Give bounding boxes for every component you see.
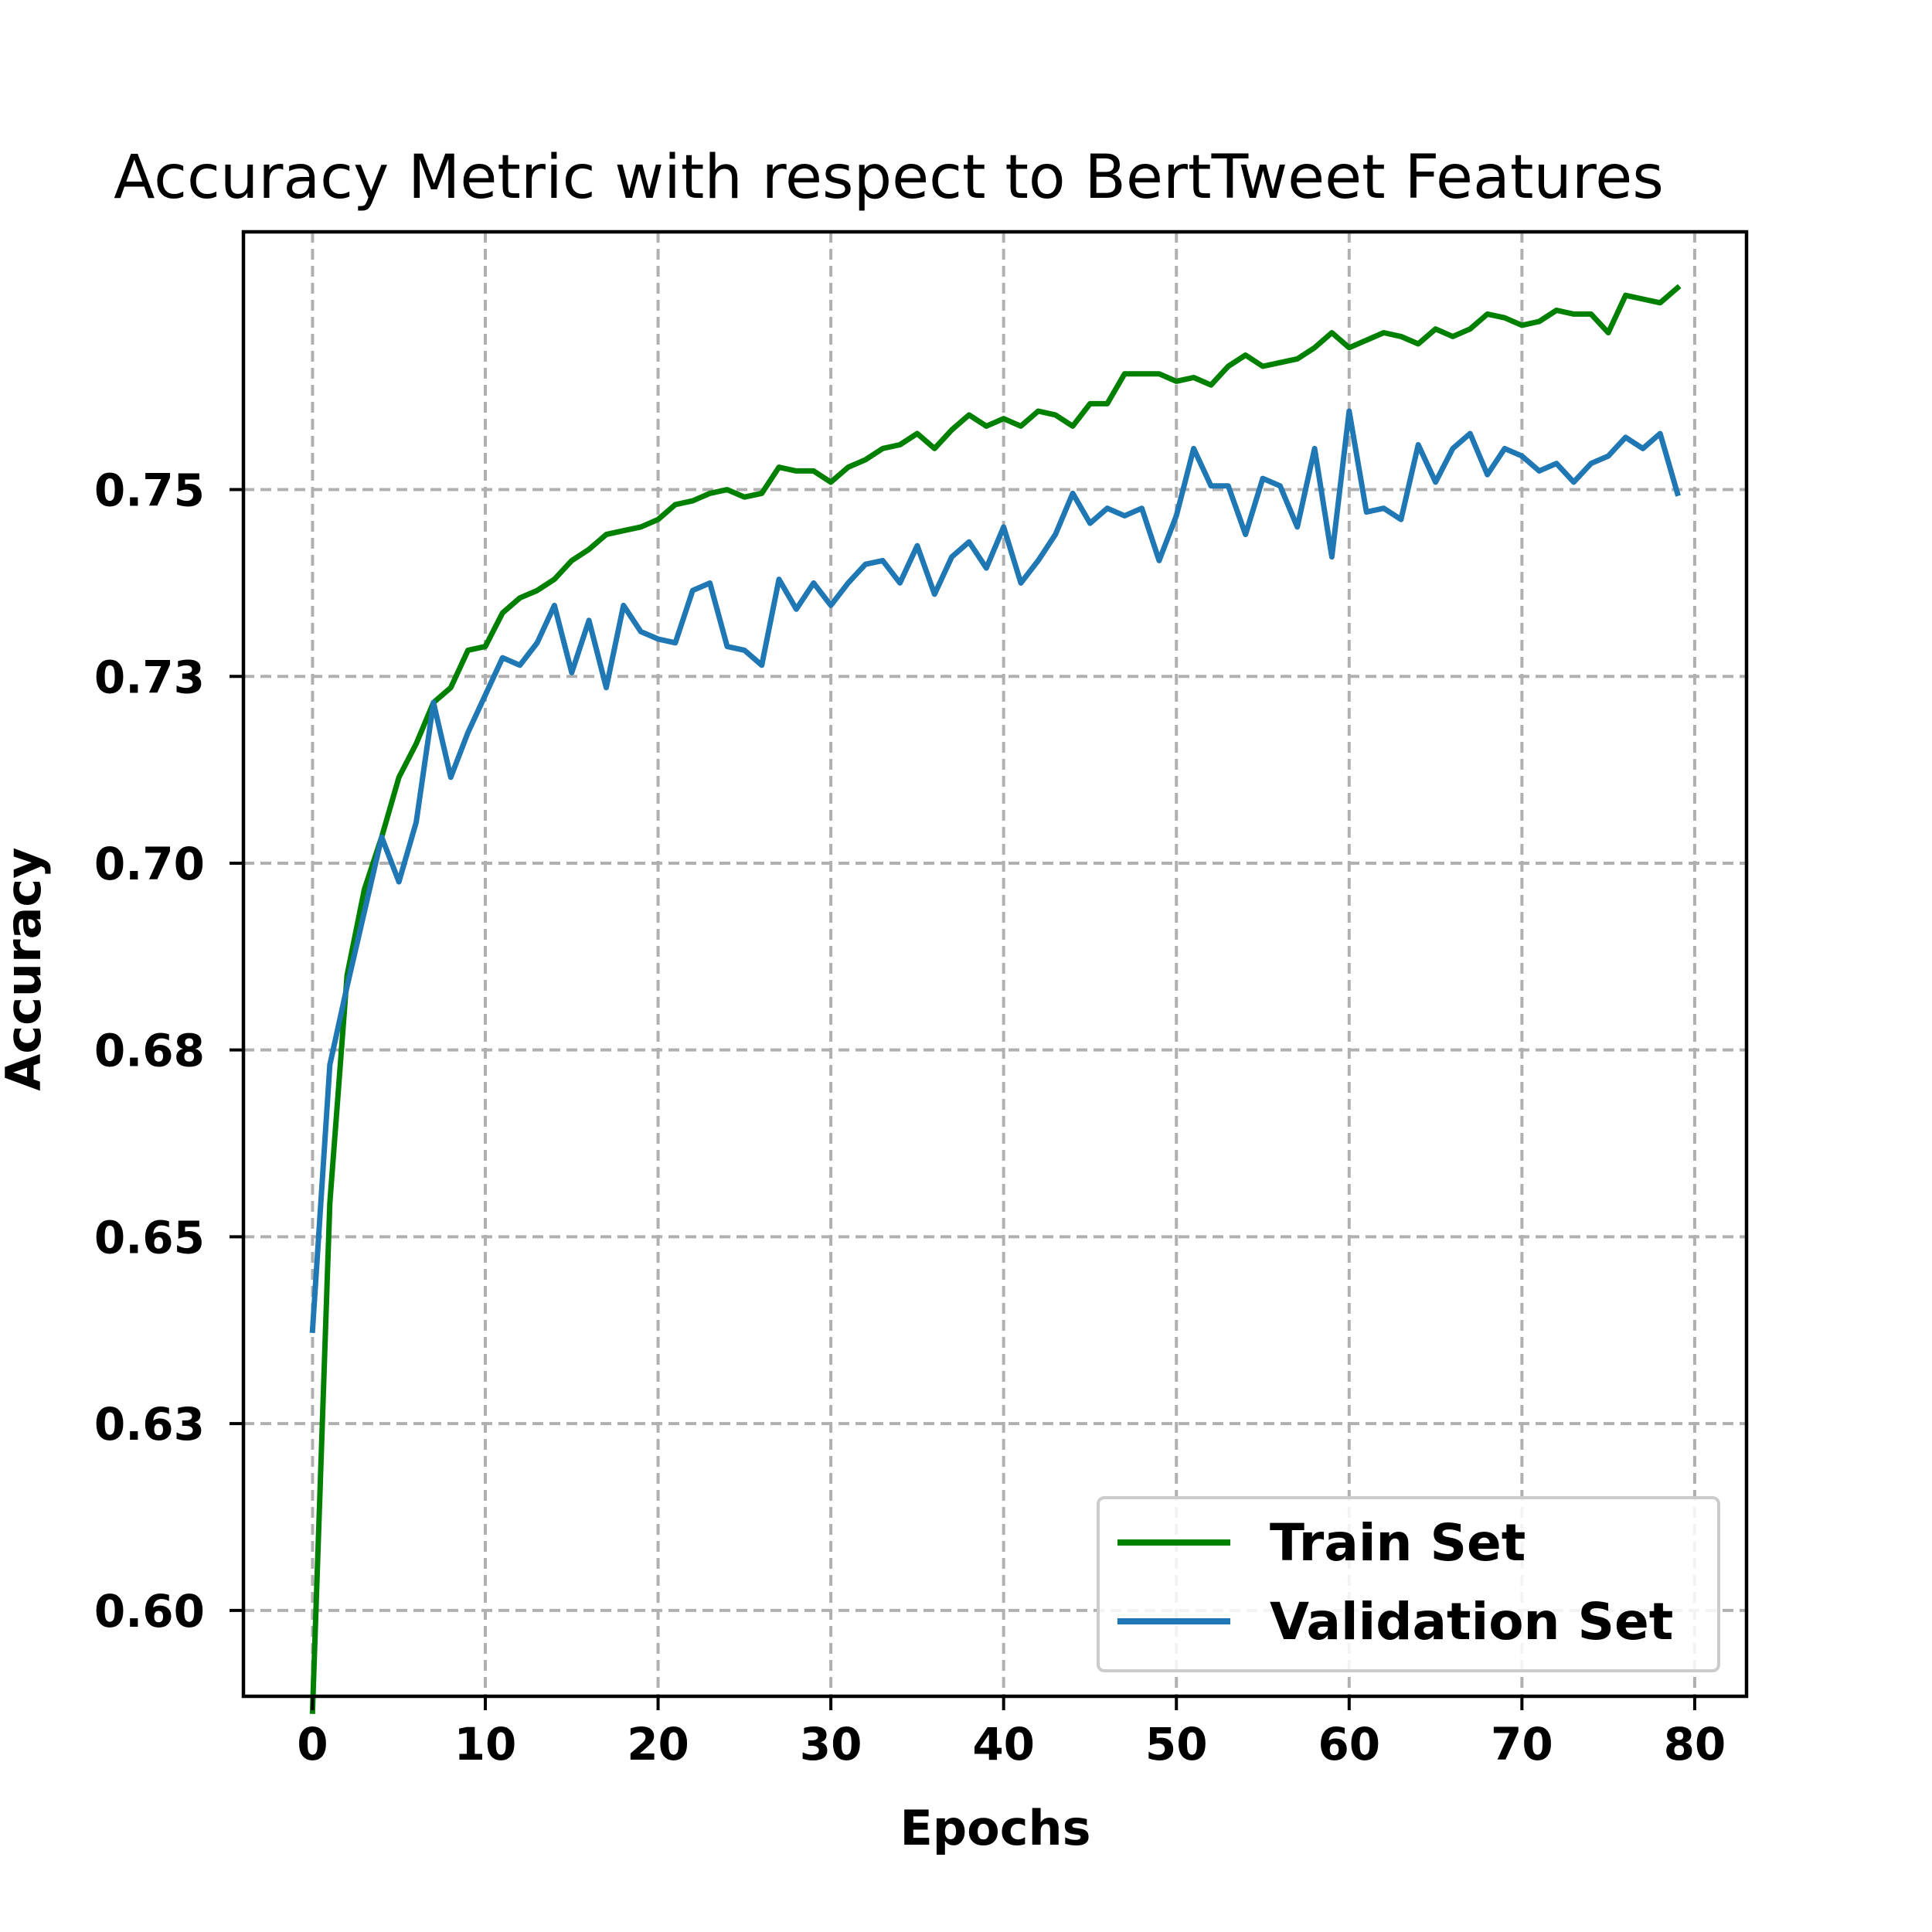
legend-label-train: Train Set (1270, 1513, 1526, 1573)
y-tick-label: 0.73 (94, 651, 205, 703)
y-tick-label: 0.63 (94, 1398, 205, 1451)
legend: Train Set Validation Set (1097, 1496, 1720, 1672)
x-tick-label: 20 (627, 1718, 689, 1770)
plot-frame (241, 230, 1749, 1699)
x-tick-label: 60 (1318, 1718, 1380, 1770)
x-tick-label: 50 (1145, 1718, 1208, 1770)
x-axis-label: Epochs (900, 1800, 1090, 1856)
validation-set-line (309, 408, 1681, 1334)
y-tick-label: 0.70 (94, 838, 205, 890)
x-axis-ticks: 0 10 20 30 40 50 60 70 80 (297, 1696, 1726, 1770)
series-lines (309, 284, 1682, 1714)
legend-box (1097, 1496, 1720, 1672)
x-tick-label: 10 (454, 1718, 517, 1770)
x-tick-label: 0 (297, 1718, 328, 1770)
train-set-line (309, 284, 1682, 1714)
y-axis-label: Accuracy (0, 847, 52, 1090)
chart-title: Accuracy Metric with respect to BertTwee… (114, 143, 1664, 213)
x-tick-label: 30 (800, 1718, 862, 1770)
grid-lines (243, 232, 1747, 1696)
y-tick-label: 0.68 (94, 1025, 205, 1077)
y-tick-label: 0.60 (94, 1585, 205, 1638)
x-tick-label: 40 (972, 1718, 1035, 1770)
y-tick-label: 0.75 (94, 464, 205, 517)
legend-label-validation: Validation Set (1270, 1592, 1673, 1651)
y-tick-label: 0.65 (94, 1211, 205, 1264)
y-axis-ticks: 0.60 0.63 0.65 0.68 0.70 0.73 0.75 (94, 464, 243, 1638)
x-tick-label: 80 (1664, 1718, 1726, 1770)
x-tick-label: 70 (1491, 1718, 1553, 1770)
